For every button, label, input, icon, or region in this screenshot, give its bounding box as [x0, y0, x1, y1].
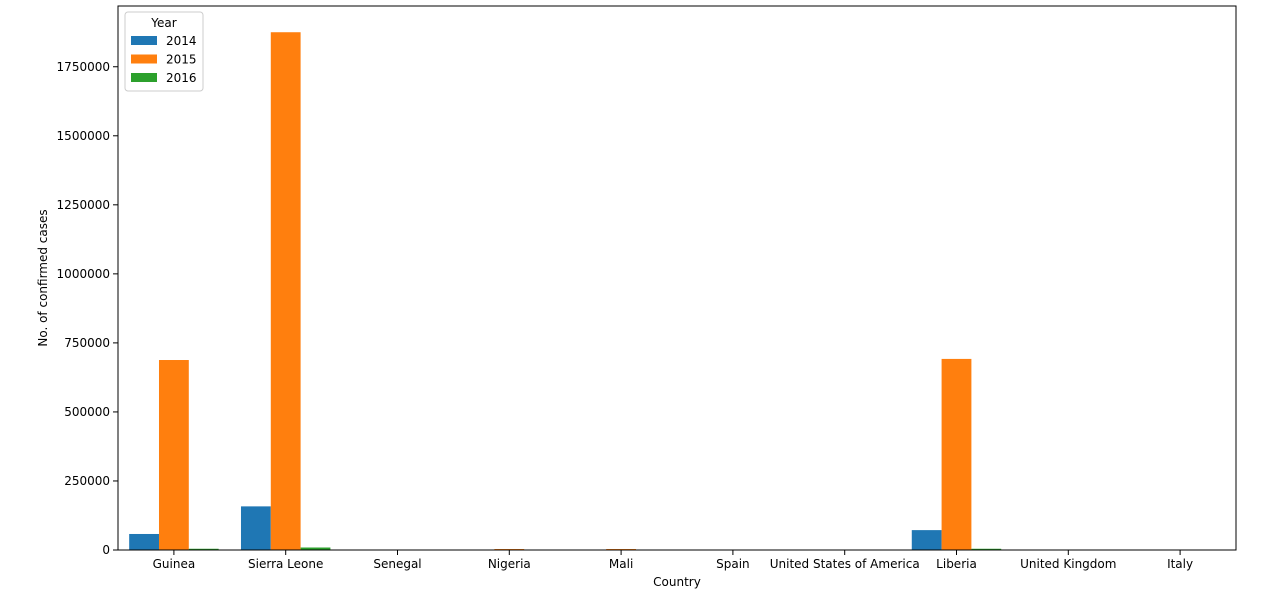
- x-tick-label: United States of America: [770, 557, 920, 571]
- y-tick-label: 0: [102, 543, 110, 557]
- bar-2016-liberia: [971, 548, 1002, 550]
- legend-swatch-2015: [131, 54, 157, 64]
- legend: Year 2014 2015 2016: [124, 11, 204, 92]
- y-tick-label: 1750000: [57, 60, 110, 74]
- legend-swatch-2014: [131, 36, 157, 45]
- legend-swatch-2016: [131, 73, 157, 82]
- x-tick-label: Nigeria: [488, 557, 531, 571]
- legend-title: Year: [150, 16, 176, 30]
- y-tick-label: 750000: [64, 336, 110, 350]
- y-tick-label: 250000: [64, 474, 110, 488]
- bars-group: [129, 32, 1002, 551]
- x-tick-label: Spain: [716, 557, 750, 571]
- y-axis-title: No. of confirmed cases: [36, 209, 50, 346]
- x-tick-label: Sierra Leone: [248, 557, 323, 571]
- bar-2014-liberia: [911, 530, 942, 550]
- y-tick-label: 500000: [64, 405, 110, 419]
- x-axis-title: Country: [653, 575, 701, 589]
- x-axis: Guinea Sierra Leone Senegal Nigeria Mali Spai…: [153, 550, 1193, 571]
- bar-2015-guinea: [158, 360, 189, 550]
- x-tick-label: Italy: [1167, 557, 1193, 571]
- y-tick-label: 1250000: [57, 198, 110, 212]
- plot-frame: [117, 5, 1237, 551]
- bar-2016-sierra-leone: [300, 547, 331, 550]
- y-axis: 0 250000 500000 750000 1000000 1250000 1500000…: [57, 60, 118, 557]
- x-tick-label: United Kingdom: [1020, 557, 1116, 571]
- legend-label-2015: 2015: [166, 53, 197, 67]
- y-tick-label: 1500000: [57, 129, 110, 143]
- x-tick-label: Guinea: [153, 557, 196, 571]
- bar-2014-guinea: [129, 533, 159, 550]
- x-tick-label: Senegal: [373, 557, 421, 571]
- bar-2014-sierra-leone: [240, 506, 271, 550]
- bar-2015-liberia: [941, 358, 972, 550]
- y-tick-label: 1000000: [57, 267, 110, 281]
- bar-2015-sierra-leone: [270, 32, 301, 551]
- x-tick-label: Liberia: [936, 557, 977, 571]
- x-tick-label: Mali: [609, 557, 633, 571]
- bar-2016-guinea: [188, 548, 219, 550]
- legend-items: 2014 2015 2016: [131, 34, 197, 85]
- legend-label-2014: 2014: [166, 34, 197, 48]
- legend-label-2016: 2016: [166, 71, 197, 85]
- legend-box: [124, 11, 204, 92]
